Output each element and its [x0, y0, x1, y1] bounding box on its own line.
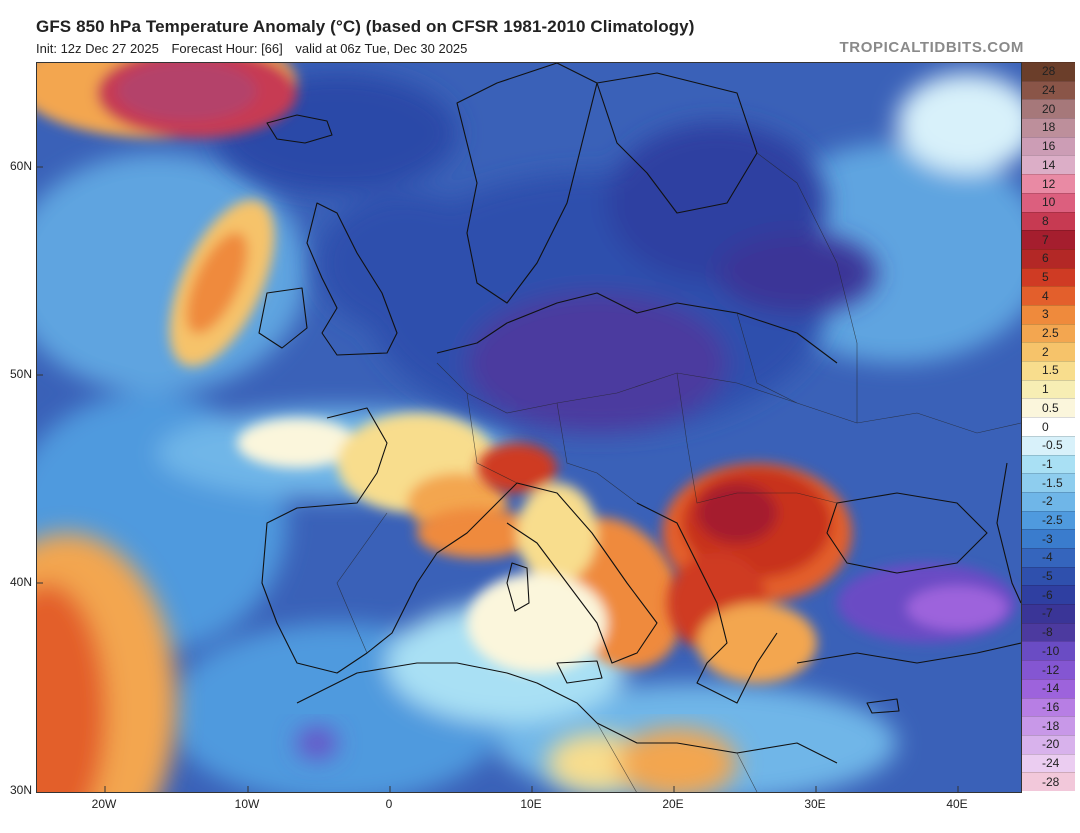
legend-swatch: [1022, 305, 1075, 325]
legend-label: -6: [1042, 587, 1053, 602]
lon-label-10w: 10W: [234, 797, 260, 811]
legend-swatch: [1022, 99, 1075, 119]
legend-label: -12: [1042, 662, 1060, 677]
legend-label: -2.5: [1042, 512, 1063, 527]
legend-swatch: [1022, 548, 1075, 568]
legend-swatch: [1022, 286, 1075, 306]
lon-label-10e: 10E: [520, 797, 542, 811]
lat-label-40n: 40N: [9, 575, 32, 589]
legend-label: 3: [1042, 307, 1049, 322]
legend-label: -2: [1042, 494, 1053, 509]
legend-swatch: [1022, 361, 1075, 381]
legend-label: 2: [1042, 344, 1049, 359]
legend-label: -5: [1042, 569, 1053, 584]
legend-label: -10: [1042, 643, 1060, 658]
legend-swatch: [1022, 417, 1075, 437]
map-title: GFS 850 hPa Temperature Anomaly (°C) (ba…: [36, 17, 695, 36]
lon-label-30e: 30E: [804, 797, 826, 811]
legend-label: 7: [1042, 232, 1049, 247]
legend-swatch: [1022, 398, 1075, 418]
lat-label-50n: 50N: [9, 367, 32, 381]
legend-label: -1: [1042, 456, 1053, 471]
legend-label: 8: [1042, 213, 1049, 228]
legend-label: 20: [1042, 101, 1056, 116]
legend-swatch: [1022, 510, 1075, 530]
legend-swatch: [1022, 80, 1075, 100]
legend-swatch: [1022, 566, 1075, 586]
legend-swatch: [1022, 379, 1075, 399]
legend-label: 1: [1042, 382, 1049, 397]
legend-label: 18: [1042, 120, 1056, 135]
valid-time: valid at 06z Tue, Dec 30 2025: [295, 41, 468, 56]
init-time: Init: 12z Dec 27 2025: [36, 41, 159, 56]
legend-label: 4: [1042, 288, 1049, 303]
brand-watermark: TROPICALTIDBITS.COM: [839, 39, 1024, 56]
legend-swatch: [1022, 491, 1075, 512]
legend-label: 24: [1042, 83, 1056, 98]
legend-swatch: [1022, 678, 1075, 699]
legend-swatch: [1022, 473, 1075, 493]
legend-swatch: [1022, 342, 1075, 362]
legend-label: 5: [1042, 269, 1049, 284]
lat-label-30n: 30N: [9, 783, 32, 797]
legend-swatch: [1022, 454, 1075, 474]
legend-label: -4: [1042, 550, 1053, 565]
legend-swatch: [1022, 585, 1075, 605]
legend-label: -24: [1042, 755, 1060, 770]
legend-swatch: [1022, 248, 1075, 269]
legend-label: 2.5: [1042, 326, 1059, 341]
color-legend: 28 24 20 18 16 14 12 10 8 7 6 5 4 3 2.5 2 1.5 1 0.5 0 -0.5 -1…: [1022, 62, 1075, 792]
legend-swatch: [1022, 323, 1075, 343]
lon-label-40e: 40E: [946, 797, 968, 811]
legend-label: -16: [1042, 699, 1060, 714]
legend-swatch: [1022, 753, 1075, 773]
map-area[interactable]: [36, 62, 1022, 793]
legend-label: -1.5: [1042, 475, 1063, 490]
legend-label: -8: [1042, 625, 1053, 640]
legend-label: 0.5: [1042, 400, 1059, 415]
legend-swatch: [1022, 734, 1075, 755]
legend-label: -20: [1042, 737, 1060, 752]
legend-swatch: [1022, 192, 1075, 213]
legend-label: -0.5: [1042, 438, 1063, 453]
legend-swatch: [1022, 604, 1075, 624]
lon-label-20w: 20W: [91, 797, 117, 811]
legend-label: -28: [1042, 774, 1060, 789]
lat-label-60n: 60N: [9, 159, 32, 173]
legend-label: 28: [1042, 64, 1056, 79]
legend-label: 6: [1042, 251, 1049, 266]
legend-swatch: [1022, 230, 1075, 250]
legend-swatch: [1022, 641, 1075, 661]
forecast-hour: Forecast Hour: [66]: [171, 41, 283, 56]
legend-label: -7: [1042, 606, 1053, 621]
legend-swatch: [1022, 697, 1075, 717]
legend-label: 12: [1042, 176, 1056, 191]
map-subtitle: Init: 12z Dec 27 2025 Forecast Hour: [66…: [36, 41, 476, 56]
legend-swatch: [1022, 772, 1075, 792]
legend-swatch: [1022, 660, 1075, 680]
legend-swatch: [1022, 435, 1075, 456]
legend-swatch: [1022, 174, 1075, 194]
legend-swatch: [1022, 211, 1075, 231]
lon-label-20e: 20E: [662, 797, 684, 811]
legend-label: -18: [1042, 718, 1060, 733]
legend-label: 10: [1042, 195, 1056, 210]
lon-label-0: 0: [385, 797, 393, 811]
legend-label: -14: [1042, 681, 1060, 696]
legend-swatch: [1022, 529, 1075, 549]
legend-label: 16: [1042, 139, 1056, 154]
legend-swatch: [1022, 155, 1075, 175]
legend-swatch: [1022, 267, 1075, 287]
anomaly-field: [37, 63, 1021, 792]
legend-swatch: [1022, 118, 1075, 138]
legend-label: 14: [1042, 157, 1056, 172]
legend-label: -3: [1042, 531, 1053, 546]
legend-swatch: [1022, 622, 1075, 642]
legend-label: 1.5: [1042, 363, 1059, 378]
legend-swatch: [1022, 136, 1075, 156]
legend-label: 0: [1042, 419, 1049, 434]
legend-swatch: [1022, 62, 1075, 82]
legend-swatch: [1022, 716, 1075, 736]
